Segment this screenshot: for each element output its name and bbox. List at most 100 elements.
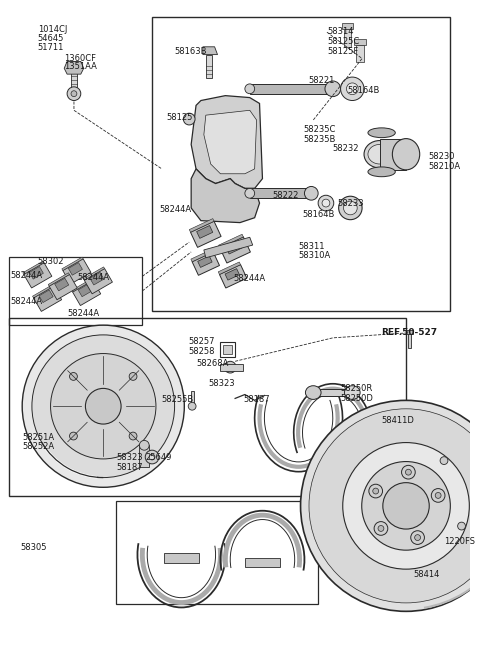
Text: 58310A: 58310A bbox=[299, 251, 331, 260]
Circle shape bbox=[369, 484, 383, 498]
Polygon shape bbox=[198, 256, 212, 268]
Circle shape bbox=[32, 335, 175, 477]
Text: 25649: 25649 bbox=[145, 453, 172, 462]
Circle shape bbox=[129, 432, 137, 440]
Polygon shape bbox=[164, 552, 199, 562]
Polygon shape bbox=[78, 284, 92, 297]
Polygon shape bbox=[218, 234, 243, 248]
Circle shape bbox=[245, 189, 255, 198]
Polygon shape bbox=[220, 365, 243, 371]
Ellipse shape bbox=[345, 386, 360, 399]
Polygon shape bbox=[34, 286, 61, 311]
Text: 58323: 58323 bbox=[116, 453, 143, 462]
Circle shape bbox=[22, 325, 184, 487]
Text: 1351AA: 1351AA bbox=[64, 62, 97, 72]
Bar bbox=[116, 501, 318, 604]
Polygon shape bbox=[191, 169, 260, 222]
Circle shape bbox=[440, 457, 448, 465]
Polygon shape bbox=[408, 334, 411, 348]
Circle shape bbox=[344, 201, 357, 214]
Ellipse shape bbox=[368, 128, 396, 137]
Text: 58221: 58221 bbox=[308, 76, 335, 85]
Text: 58255B: 58255B bbox=[161, 394, 193, 404]
Circle shape bbox=[415, 535, 420, 540]
Text: 58244A: 58244A bbox=[67, 309, 99, 317]
Polygon shape bbox=[342, 23, 353, 29]
Circle shape bbox=[183, 114, 195, 125]
Text: 58164B: 58164B bbox=[302, 210, 335, 219]
Circle shape bbox=[318, 195, 334, 211]
Circle shape bbox=[457, 522, 466, 530]
Ellipse shape bbox=[364, 141, 396, 168]
Polygon shape bbox=[204, 110, 257, 174]
Circle shape bbox=[322, 199, 330, 207]
Text: 58244A: 58244A bbox=[11, 272, 43, 280]
Polygon shape bbox=[197, 226, 213, 238]
Polygon shape bbox=[33, 284, 54, 298]
Text: 54645: 54645 bbox=[38, 34, 64, 43]
Circle shape bbox=[341, 77, 364, 100]
Text: 58125: 58125 bbox=[167, 114, 193, 122]
Polygon shape bbox=[218, 262, 240, 274]
Circle shape bbox=[325, 81, 341, 96]
Text: 58125F: 58125F bbox=[327, 46, 358, 56]
Text: 58305: 58305 bbox=[20, 543, 47, 552]
Circle shape bbox=[383, 483, 429, 529]
Circle shape bbox=[300, 400, 480, 612]
Polygon shape bbox=[48, 273, 70, 286]
Polygon shape bbox=[72, 279, 93, 292]
Polygon shape bbox=[72, 280, 101, 305]
Circle shape bbox=[373, 488, 379, 494]
Circle shape bbox=[224, 361, 236, 373]
Text: REF.50-527: REF.50-527 bbox=[382, 328, 438, 337]
Polygon shape bbox=[64, 62, 84, 74]
Circle shape bbox=[374, 522, 388, 535]
Text: 58163B: 58163B bbox=[175, 46, 207, 56]
Circle shape bbox=[70, 373, 77, 380]
Polygon shape bbox=[139, 446, 149, 467]
Polygon shape bbox=[71, 62, 77, 88]
Ellipse shape bbox=[305, 386, 321, 399]
Polygon shape bbox=[55, 278, 69, 291]
Circle shape bbox=[70, 432, 77, 440]
Text: 58244A: 58244A bbox=[77, 274, 109, 282]
Polygon shape bbox=[49, 274, 77, 299]
Text: 58251A: 58251A bbox=[22, 433, 54, 442]
Polygon shape bbox=[191, 390, 194, 406]
Text: 58235B: 58235B bbox=[303, 135, 336, 143]
Circle shape bbox=[245, 84, 255, 94]
Polygon shape bbox=[380, 139, 406, 170]
Circle shape bbox=[188, 402, 196, 410]
Polygon shape bbox=[219, 265, 247, 288]
Text: 1220FS: 1220FS bbox=[444, 537, 475, 546]
Text: 1014CJ: 1014CJ bbox=[38, 25, 67, 35]
Text: 1360CF: 1360CF bbox=[64, 54, 96, 62]
Circle shape bbox=[139, 440, 149, 450]
Polygon shape bbox=[406, 330, 413, 334]
Text: 51711: 51711 bbox=[38, 43, 64, 52]
Text: 58222: 58222 bbox=[272, 191, 299, 201]
Polygon shape bbox=[29, 266, 43, 279]
Polygon shape bbox=[250, 189, 312, 198]
Circle shape bbox=[67, 87, 81, 100]
Text: 58187: 58187 bbox=[116, 463, 143, 472]
Circle shape bbox=[347, 83, 358, 95]
Text: 58302: 58302 bbox=[38, 257, 64, 266]
Polygon shape bbox=[191, 221, 221, 248]
Circle shape bbox=[304, 187, 318, 200]
Text: 58414: 58414 bbox=[413, 570, 439, 579]
Circle shape bbox=[402, 465, 415, 479]
Text: 58252A: 58252A bbox=[22, 442, 54, 452]
Text: 58257: 58257 bbox=[188, 337, 215, 346]
Circle shape bbox=[85, 388, 121, 424]
Polygon shape bbox=[250, 84, 333, 94]
Bar bbox=[9, 257, 143, 325]
Text: 58235C: 58235C bbox=[303, 125, 336, 134]
Circle shape bbox=[145, 450, 159, 464]
Circle shape bbox=[71, 91, 77, 96]
Text: 58210A: 58210A bbox=[429, 162, 461, 171]
Text: 58268A: 58268A bbox=[196, 359, 228, 369]
Text: 58258: 58258 bbox=[188, 347, 215, 356]
Polygon shape bbox=[62, 257, 83, 270]
Polygon shape bbox=[344, 29, 351, 46]
